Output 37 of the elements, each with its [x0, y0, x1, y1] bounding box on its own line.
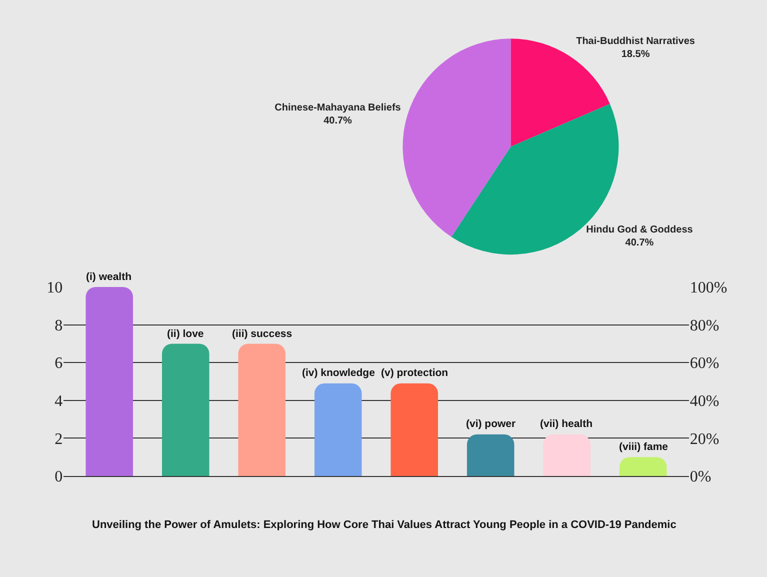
data-label: 40.7% — [324, 116, 352, 127]
pie-slice — [402, 38, 511, 237]
category-label: (v) protection — [381, 367, 448, 379]
y2-tick-label: 20% — [690, 430, 720, 448]
y2-tick-label: 100% — [690, 280, 728, 297]
y-tick-label: 2 — [54, 430, 63, 448]
slice-label: Thai-Buddhist Narratives — [576, 36, 696, 47]
pie-slice — [451, 104, 619, 254]
category-label: (iii) success — [232, 328, 292, 340]
y-tick-label: 0 — [54, 468, 63, 486]
text: Unveiling the Power of Amulets: Exploring How Core Thai Values Attract Young People in a COVID-19 Pandemic — [92, 519, 676, 531]
bar — [86, 287, 133, 476]
slice-label: Hindu God & Goddess — [586, 224, 694, 236]
y-tick-label: 10 — [46, 280, 63, 297]
y2-tick-label: 60% — [690, 355, 720, 372]
data-label: 18.5% — [621, 48, 650, 60]
slice-label: Chinese-Mahayana Beliefs — [274, 102, 402, 114]
y-tick-label: 6 — [54, 355, 63, 372]
bar — [390, 383, 438, 476]
bar — [314, 383, 362, 476]
data-label: 40.7% — [625, 237, 654, 248]
category-label: (iv) knowledge — [302, 367, 375, 379]
bar — [619, 457, 667, 476]
bar — [543, 434, 590, 476]
y-tick-label: 4 — [54, 393, 63, 410]
category-label: (vi) power — [466, 418, 516, 430]
bar — [238, 344, 286, 476]
bar — [466, 434, 514, 476]
category-label: (vii) health — [540, 418, 593, 430]
y2-tick-label: 40% — [690, 393, 720, 410]
category-label: (ii) love — [167, 328, 204, 340]
y2-tick-label: 80% — [690, 317, 720, 334]
category-label: (viii) fame — [619, 441, 668, 453]
category-label: (i) wealth — [86, 271, 132, 283]
y-tick-label: 8 — [54, 317, 63, 334]
bar — [162, 344, 210, 476]
y2-tick-label: 0% — [690, 468, 712, 486]
